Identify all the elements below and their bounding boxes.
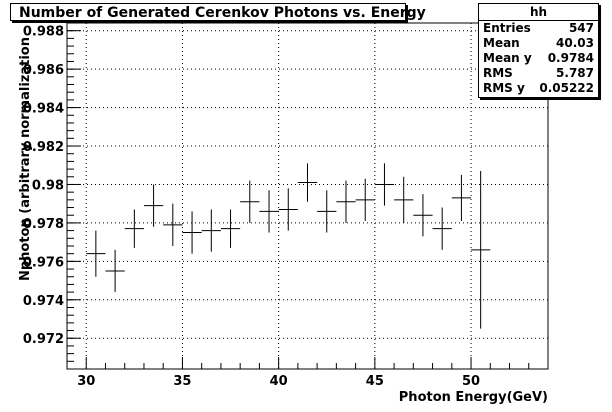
x-tick-label: 35 <box>173 374 191 389</box>
y-tick-label: 0.988 <box>23 25 64 40</box>
y-tick-label: 0.984 <box>23 102 64 117</box>
stats-meany-label: Mean y <box>483 51 532 65</box>
stats-row-rmsy: RMS y 0.05222 <box>479 81 598 96</box>
data-point <box>143 184 164 227</box>
stats-meany-value: 0.9784 <box>547 51 594 65</box>
stats-rms-label: RMS <box>483 66 513 80</box>
x-axis-label: Photon Energy(GeV) <box>399 390 548 405</box>
y-axis-label: Nphoton (arbitrary normalization <box>18 37 33 281</box>
stats-box: hh Entries 547 Mean 40.03 Mean y 0.9784 … <box>478 3 599 98</box>
axis-ticks: 0.972 0.974 0.976 0.978 0.98 0.982 0.984 0.986 0… <box>23 22 549 389</box>
stats-row-mean: Mean 40.03 <box>479 36 598 51</box>
x-tick-label: 40 <box>270 374 288 389</box>
data-point <box>105 249 125 293</box>
data-point <box>297 163 318 202</box>
x-tick-label: 30 <box>77 374 95 389</box>
data-point <box>451 174 472 221</box>
stats-rmsy-label: RMS y <box>483 81 525 95</box>
stats-mean-value: 40.03 <box>556 36 594 50</box>
data-point <box>336 180 356 223</box>
stats-entries-label: Entries <box>483 21 531 35</box>
data-point <box>220 209 241 248</box>
data-point <box>182 211 202 254</box>
y-tick-label: 0.976 <box>23 255 64 270</box>
stats-histogram-name: hh <box>479 4 598 21</box>
y-tick-label: 0.986 <box>23 63 64 78</box>
plot-frame <box>66 22 549 370</box>
y-tick-label: 0.98 <box>32 178 64 193</box>
data-point <box>355 178 375 221</box>
data-point <box>374 163 395 206</box>
stats-entries-value: 547 <box>568 21 594 35</box>
stats-row-meany: Mean y 0.9784 <box>479 51 598 66</box>
stats-row-entries: Entries 547 <box>479 21 598 36</box>
stats-row-rms: RMS 5.787 <box>479 66 598 81</box>
data-point <box>471 171 491 329</box>
data-point <box>201 209 221 252</box>
data-point <box>259 190 279 233</box>
y-tick-label: 0.982 <box>23 140 64 155</box>
chart-title: Number of Generated Cerenkov Photons vs.… <box>10 3 426 21</box>
data-marks <box>86 163 491 329</box>
x-tick-label: 45 <box>366 374 384 389</box>
stats-mean-label: Mean <box>483 36 520 50</box>
data-point <box>394 176 414 223</box>
data-point <box>278 188 298 231</box>
stats-rmsy-value: 0.05222 <box>539 81 594 95</box>
y-tick-label: 0.972 <box>23 332 64 347</box>
stats-rms-value: 5.787 <box>556 66 594 80</box>
data-point <box>317 190 337 233</box>
y-tick-label: 0.974 <box>23 294 64 309</box>
data-point <box>240 180 260 223</box>
data-point <box>86 230 106 277</box>
y-tick-label: 0.978 <box>23 217 64 232</box>
data-point <box>124 209 144 248</box>
x-tick-label: 50 <box>462 374 480 389</box>
data-point <box>432 207 452 250</box>
data-point <box>413 194 433 237</box>
data-point <box>163 203 183 246</box>
